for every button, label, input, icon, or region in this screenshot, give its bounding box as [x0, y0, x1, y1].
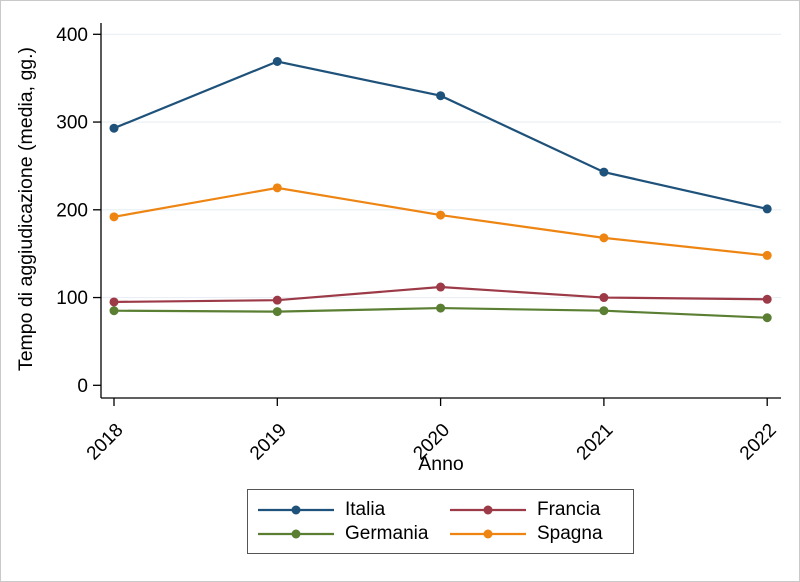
data-point-italia [436, 91, 446, 101]
legend-marker [483, 505, 493, 514]
y-tick-label: 200 [56, 200, 88, 221]
legend-swatch-italia [258, 505, 334, 514]
legend-swatch-germania [258, 529, 334, 538]
x-axis-title: Anno [418, 453, 464, 475]
legend-label: Germania [345, 523, 429, 544]
data-point-germania [599, 306, 609, 316]
data-point-germania [272, 307, 282, 317]
legend-item-italia: Italia [258, 500, 450, 519]
data-point-spagna [762, 250, 772, 260]
data-point-francia [109, 297, 119, 307]
x-tick-label: 2022 [736, 420, 781, 465]
data-point-germania [762, 313, 772, 323]
chart-legend: Italia Francia Germania Spagna [247, 489, 634, 554]
x-tick-label: 2021 [573, 420, 618, 465]
series-lines [109, 57, 772, 323]
data-point-spagna [272, 183, 282, 193]
data-point-italia [109, 123, 119, 133]
data-point-italia [762, 204, 772, 214]
legend-swatch-spagna [450, 529, 526, 538]
data-point-spagna [599, 233, 609, 243]
legend-swatch-francia [450, 505, 526, 514]
data-point-francia [272, 295, 282, 305]
data-point-germania [436, 303, 446, 313]
legend-item-spagna: Spagna [450, 524, 623, 543]
legend-marker [291, 505, 301, 514]
data-point-germania [109, 306, 119, 316]
legend-label: Spagna [537, 523, 603, 544]
series-line-spagna [113, 186, 768, 257]
legend-label: Francia [537, 499, 601, 520]
y-axis-title: Tempo di aggiudicazione (media, gg.) [15, 47, 37, 371]
legend-marker [483, 529, 493, 538]
data-point-italia [272, 57, 282, 67]
axes [100, 23, 781, 399]
series-line-italia [113, 60, 768, 210]
legend-item-germania: Germania [258, 524, 450, 543]
data-point-spagna [436, 210, 446, 220]
y-tick-label: 100 [56, 288, 88, 309]
data-point-francia [599, 293, 609, 303]
legend-label: Italia [345, 499, 386, 520]
legend-marker [291, 529, 301, 538]
y-axis-ticks: 0 100 200 300 400 [56, 25, 101, 397]
gridlines [101, 33, 781, 299]
data-point-francia [436, 282, 446, 292]
x-tick-label: 2019 [246, 420, 291, 465]
y-tick-label: 400 [56, 25, 88, 46]
y-tick-label: 300 [56, 113, 88, 134]
data-point-italia [599, 167, 609, 177]
legend-item-francia: Francia [450, 500, 623, 519]
x-tick-label: 2018 [83, 420, 128, 465]
data-point-francia [762, 294, 772, 304]
data-point-spagna [109, 212, 119, 222]
y-tick-label: 0 [77, 376, 88, 397]
